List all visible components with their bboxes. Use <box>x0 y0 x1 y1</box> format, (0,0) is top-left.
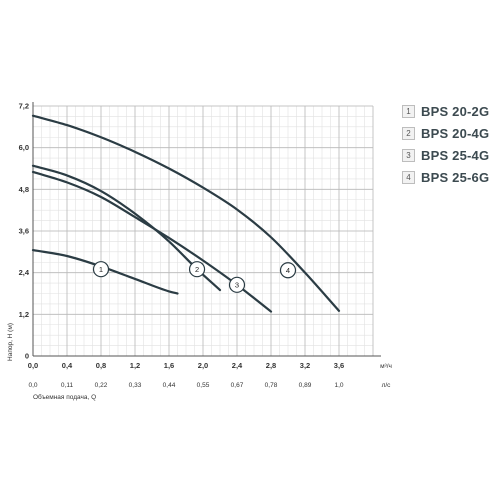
y-tick-label: 1,2 <box>19 310 29 319</box>
y-tick-label: 2,4 <box>19 268 30 277</box>
legend-marker-1: 1 <box>402 104 415 118</box>
x-tick-label-secondary: 0,44 <box>163 382 176 389</box>
x-axis-label: Объемная подача, Q <box>33 393 96 401</box>
x-tick-label: 3,6 <box>334 361 344 370</box>
x-unit-primary: м³/ч <box>380 363 392 370</box>
x-tick-label: 2,4 <box>232 361 243 370</box>
grid-major <box>32 102 381 357</box>
x-tick-label-secondary: 0,67 <box>231 382 244 389</box>
x-tick-label: 2,8 <box>266 361 276 370</box>
x-tick-label-secondary: 0,11 <box>61 382 74 389</box>
series-marker-circle-2 <box>188 261 206 278</box>
legend-entry-2: 2 BPS 20-4G <box>402 123 498 143</box>
legend-label-2: BPS 20-4G <box>421 125 490 141</box>
x-tick-label-secondary: 0,0 <box>28 382 37 389</box>
x-tick-label-secondary: 0,89 <box>299 382 312 389</box>
legend-label-3: BPS 25-4G <box>421 147 490 163</box>
legend-entry-3: 3 BPS 25-4G <box>402 145 498 165</box>
x-tick-label: 0,4 <box>62 361 73 370</box>
x-tick-label: 0,8 <box>96 361 106 370</box>
x-tick-label-secondary: 0,78 <box>265 382 278 389</box>
x-tick-label-secondary: 1,0 <box>334 382 343 389</box>
x-tick-label: 1,6 <box>164 361 174 370</box>
y-tick-label: 6,0 <box>19 143 29 152</box>
series-curve-4 <box>31 114 341 312</box>
y-tick-label: 7,2 <box>19 102 29 111</box>
legend-marker-4: 4 <box>402 170 415 184</box>
legend: 1 BPS 20-2G 2 BPS 20-4G 3 BPS 25-4G 4 BP… <box>402 101 498 189</box>
series-marker-label-1: 1 <box>99 265 103 274</box>
x-tick-label-secondary: 0,55 <box>197 382 210 389</box>
series-marker-circle-3 <box>228 276 246 293</box>
x-tick-label-secondary: 0,33 <box>129 382 142 389</box>
legend-label-4: BPS 25-6G <box>421 169 490 185</box>
x-tick-label: 0,0 <box>28 361 38 370</box>
series-marker-circle-1 <box>92 261 110 278</box>
x-tick-label: 1,2 <box>130 361 140 370</box>
series-marker-label-3: 3 <box>235 280 239 289</box>
legend-marker-3: 3 <box>402 148 415 162</box>
legend-label-1: BPS 20-2G <box>421 103 490 119</box>
series-marker-label-4: 4 <box>286 266 290 275</box>
legend-entry-4: 4 BPS 25-6G <box>402 167 498 187</box>
x-tick-label: 3,2 <box>300 361 310 370</box>
x-tick-label: 2,0 <box>198 361 208 370</box>
series-marker-label-2: 2 <box>195 265 199 274</box>
series-curves: 1 2 3 4 <box>31 114 341 313</box>
series-curve-1 <box>31 249 179 295</box>
x-tick-label-secondary: 0,22 <box>95 382 108 389</box>
series-marker-circle-4 <box>279 262 297 279</box>
legend-marker-2: 2 <box>402 126 415 140</box>
y-tick-label: 0 <box>25 352 29 361</box>
axis-labels: 0 1,2 2,4 3,6 4,8 6,0 7,2 0,0 0,4 0,8 1,2 1,6 2,0 2,4… <box>7 102 392 402</box>
y-tick-label: 4,8 <box>19 185 29 194</box>
x-unit-secondary: л/с <box>382 382 392 389</box>
y-axis-label: Напор, H (м) <box>7 323 14 361</box>
legend-entry-1: 1 BPS 20-2G <box>402 101 498 121</box>
y-tick-label: 3,6 <box>19 227 29 236</box>
